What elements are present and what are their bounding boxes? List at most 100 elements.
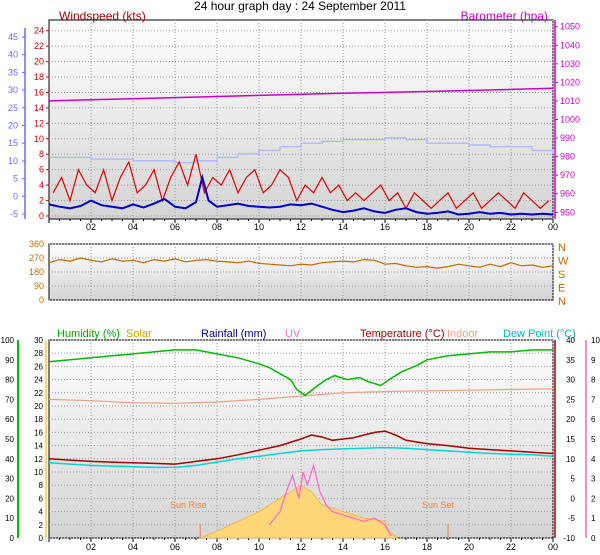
temperature-left-tick-label: 12 [34,455,43,464]
temperature-right-tick-label: 35 [566,356,575,365]
uv-tick-label: 9 [591,356,596,365]
x-tick-label-top: 16 [380,222,390,232]
direction-tick-label: 360 [29,239,44,249]
direction-tick-label: 180 [29,267,44,277]
humidity-tick-label: 40 [5,455,14,464]
uv-tick-label: 10 [591,336,600,345]
dewpoint-line [48,446,554,469]
windspeed-tick-label: 18 [34,72,44,82]
legend-rainfall: Rainfall (mm) [201,328,266,340]
direction-tick-label: 0 [39,295,44,305]
temperature-left-tick-label: 28 [34,349,43,358]
compass-label: E [558,283,565,295]
uv-tick-label: 5 [591,435,596,444]
outer-axis-tick-label: 15 [8,138,18,148]
barometer-tick-label: 1000 [560,115,580,125]
windspeed-tick-label: 4 [39,180,44,190]
barometer-tick-label: 1020 [560,77,580,87]
temperature-left-tick-label: 24 [34,376,43,385]
x-tick-label-top: 22 [506,222,516,232]
direction-tick-label: 270 [29,253,44,263]
wind-average-line [48,173,554,216]
x-tick-label-bottom: 12 [296,542,306,552]
outer-axis-tick-label: 5 [13,174,18,184]
barometer-tick-label: 990 [560,133,575,143]
humidity-tick-label: 80 [5,376,14,385]
uv-tick-label: 4 [591,455,596,464]
solar-area [200,484,399,539]
temperature-left-tick-label: 10 [34,468,43,477]
x-tick-label-bottom: 14 [338,542,348,552]
temperature-right-tick-label: 25 [566,395,575,404]
x-tick-label-bottom: 22 [506,542,516,552]
barometer-tick-label: 950 [560,207,575,217]
x-tick-label-top: 04 [128,222,138,232]
outer-axis-tick-label: 25 [8,103,18,113]
legend-solar: Solar [126,328,152,340]
x-tick-label-bottom: 20 [464,542,474,552]
x-tick-label-bottom: 18 [422,542,432,552]
outer-axis-tick-label: 45 [8,32,18,42]
temperature-line [48,430,554,465]
barometer-tick-label: 960 [560,189,575,199]
sunset-label: Sun Set [422,500,455,510]
barometer-line [48,87,554,102]
temperature-left-tick-label: 26 [34,362,43,371]
humidity-tick-label: 50 [5,435,14,444]
outer-axis-tick-label: 20 [8,121,18,131]
windspeed-tick-label: 8 [39,149,44,159]
uv-tick-label: 1 [591,514,596,523]
temperature-left-tick-label: 30 [34,336,43,345]
barometer-tick-label: 1040 [560,40,580,50]
x-tick-label-top: 14 [338,222,348,232]
humidity-tick-label: 20 [5,494,14,503]
x-tick-label-bottom: 10 [254,542,264,552]
barometer-axis-title: Barometer (hpa) [461,9,548,23]
temperature-right-tick-label: 40 [566,336,575,345]
x-tick-label-bottom: 00 [548,542,558,552]
legend-indoor: Indoor [447,328,479,340]
x-tick-label-top: 12 [296,222,306,232]
barometer-tick-label: 1050 [560,22,580,32]
humidity-tick-label: 30 [5,475,14,484]
x-tick-label-bottom: 06 [170,542,180,552]
outer-axis-tick-label: 30 [8,85,18,95]
temperature-right-tick-label: 0 [571,494,576,503]
x-tick-label-top: 06 [170,222,180,232]
temperature-left-tick-label: 20 [34,402,43,411]
temperature-left-tick-label: 14 [34,442,43,451]
temperature-left-tick-label: 8 [39,481,44,490]
temperature-right-tick-label: 20 [566,415,575,424]
windspeed-axis-title: Windspeed (kts) [59,9,146,23]
temperature-right-tick-label: 5 [571,475,576,484]
barometer-tick-label: 980 [560,152,575,162]
x-tick-label-bottom: 08 [212,542,222,552]
humidity-tick-label: 100 [1,336,15,345]
windspeed-tick-label: 16 [34,87,44,97]
windspeed-tick-label: 14 [34,103,44,113]
temperature-right-tick-label: 10 [566,455,575,464]
temperature-left-tick-label: 6 [39,494,44,503]
x-tick-label-bottom: 02 [86,542,96,552]
temperature-right-tick-label: 15 [566,435,575,444]
barometer-tick-label: 1030 [560,59,580,69]
uv-tick-label: 0 [591,534,596,543]
legend-temperature: Temperature (°C) [360,328,444,340]
legend-dewpoint: Dew Point (°C) [503,328,576,340]
temperature-right-tick-label: -10 [563,534,575,543]
outer-axis-tick-label: 0 [13,191,18,201]
x-tick-label-top: 10 [254,222,264,232]
temperature-right-tick-label: -5 [568,514,576,523]
windspeed-tick-label: 10 [34,134,44,144]
outer-axis-tick-label: 35 [8,67,18,77]
outer-axis-tick-label: -5 [10,209,18,219]
uv-tick-label: 3 [591,475,596,484]
compass-label: W [558,256,569,268]
uv-line [269,463,392,537]
direction-tick-label: 90 [34,281,44,291]
barometer-tick-label: 1010 [560,96,580,106]
humidity-tick-label: 90 [5,356,14,365]
humidity-line [48,349,553,397]
x-tick-label-top: 18 [422,222,432,232]
